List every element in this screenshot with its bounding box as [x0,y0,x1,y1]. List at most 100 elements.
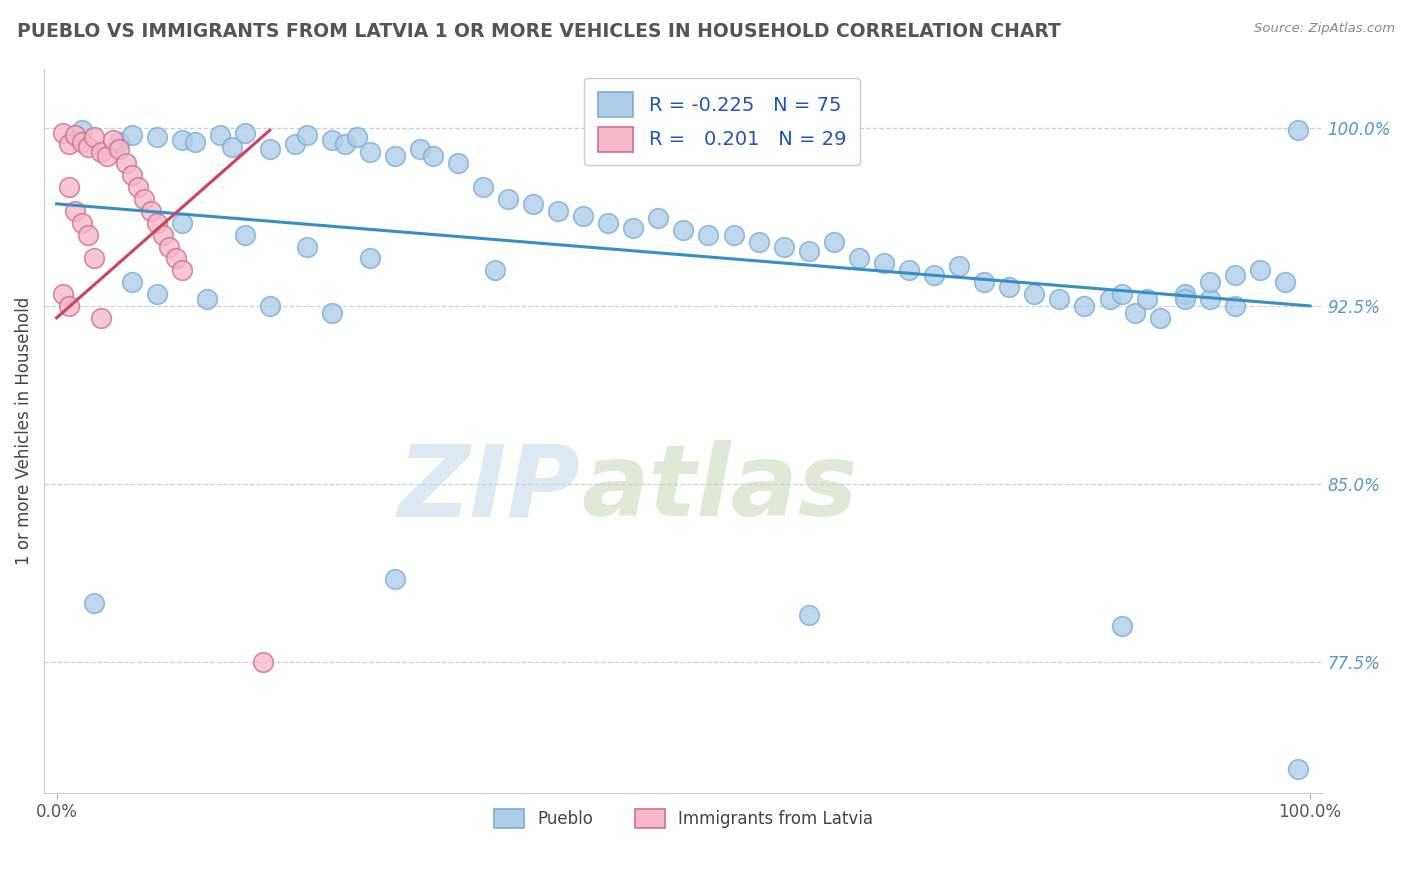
Point [252,655,274,669]
Point [898,263,921,277]
Point [70,216,93,230]
Point [621,220,644,235]
Point [797,607,820,622]
Point [598,216,620,230]
Point [259,142,281,156]
Point [1198,292,1220,306]
Point [672,223,695,237]
Point [948,259,970,273]
Point [58,137,80,152]
Point [384,149,406,163]
Point [83,252,105,266]
Point [165,252,187,266]
Point [1111,619,1133,633]
Point [114,156,136,170]
Text: atlas: atlas [581,440,858,537]
Point [108,142,131,156]
Point [359,145,381,159]
Point [1286,762,1309,776]
Point [52,287,75,301]
Point [146,216,169,230]
Point [65,128,87,142]
Point [471,180,494,194]
Point [1223,299,1246,313]
Point [873,256,896,270]
Point [83,130,105,145]
Point [121,275,143,289]
Text: Source: ZipAtlas.com: Source: ZipAtlas.com [1254,22,1395,36]
Point [159,239,181,253]
Point [70,135,93,149]
Point [422,149,444,163]
Point [797,244,820,259]
Point [384,572,406,586]
Point [146,130,169,145]
Point [58,299,80,313]
Point [284,137,307,152]
Point [108,135,131,149]
Point [572,209,595,223]
Point [647,211,669,226]
Point [121,169,143,183]
Point [195,292,218,306]
Point [58,180,80,194]
Point [233,227,256,242]
Point [1249,263,1271,277]
Point [484,263,506,277]
Point [77,227,100,242]
Point [233,126,256,140]
Point [101,133,124,147]
Point [922,268,945,282]
Point [170,133,193,147]
Point [259,299,281,313]
Point [359,252,381,266]
Point [333,137,356,152]
Text: PUEBLO VS IMMIGRANTS FROM LATVIA 1 OR MORE VEHICLES IN HOUSEHOLD CORRELATION CHA: PUEBLO VS IMMIGRANTS FROM LATVIA 1 OR MO… [17,22,1060,41]
Point [170,263,193,277]
Point [1149,310,1171,325]
Point [409,142,432,156]
Point [65,204,87,219]
Point [1024,287,1046,301]
Point [221,140,243,154]
Point [1073,299,1095,313]
Point [321,133,343,147]
Point [70,123,93,137]
Point [127,180,149,194]
Point [1136,292,1159,306]
Point [1111,287,1133,301]
Point [1174,287,1197,301]
Point [1223,268,1246,282]
Point [547,204,569,219]
Point [83,596,105,610]
Point [848,252,870,266]
Text: ZIP: ZIP [398,440,581,537]
Point [146,287,169,301]
Legend: Pueblo, Immigrants from Latvia: Pueblo, Immigrants from Latvia [486,803,880,835]
Point [772,239,794,253]
Point [998,280,1021,294]
Point [1198,275,1220,289]
Point [1274,275,1296,289]
Point [170,216,193,230]
Point [77,140,100,154]
Point [522,197,544,211]
Point [823,235,845,249]
Point [183,135,205,149]
Point [973,275,995,289]
Point [139,204,162,219]
Point [697,227,720,242]
Point [96,149,118,163]
Point [1098,292,1121,306]
Point [121,128,143,142]
Point [208,128,231,142]
Point [1047,292,1070,306]
Point [89,310,111,325]
Point [1174,292,1197,306]
Point [447,156,470,170]
Point [748,235,770,249]
Point [297,239,319,253]
Point [52,126,75,140]
Point [346,130,368,145]
Point [134,192,156,206]
